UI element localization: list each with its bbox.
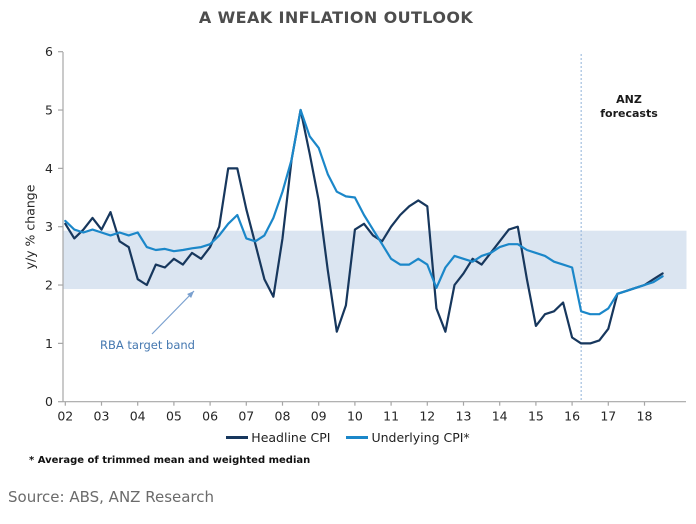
rba-target-band-annotation: RBA target band <box>100 338 195 352</box>
x-tick-label: 18 <box>637 409 653 424</box>
x-tick-label: 07 <box>238 409 254 424</box>
y-tick-label: 5 <box>45 103 53 118</box>
underlying-cpi-swatch <box>346 436 369 439</box>
x-tick-label: 15 <box>528 409 544 424</box>
source-line: Source: ABS, ANZ Research <box>8 488 215 506</box>
x-tick-label: 02 <box>57 409 73 424</box>
y-tick-label: 4 <box>45 161 53 176</box>
y-tick-label: 2 <box>45 278 53 293</box>
anz-forecasts-annotation: ANZ forecasts <box>600 93 658 121</box>
footnote: * Average of trimmed mean and weighted m… <box>29 455 311 466</box>
legend-label-headline-cpi: Headline CPI <box>251 430 331 445</box>
legend-item-underlying-cpi: Underlying CPI* <box>346 430 470 445</box>
x-tick-label: 14 <box>492 409 508 424</box>
y-axis-title: y/y % change <box>22 184 38 270</box>
x-tick-label: 16 <box>564 409 580 424</box>
y-tick-label: 6 <box>45 44 53 59</box>
chart-title: A WEAK INFLATION OUTLOOK <box>198 8 474 27</box>
annotation-arrow-head <box>187 291 194 298</box>
headline-cpi-swatch <box>226 436 249 439</box>
x-tick-label: 04 <box>130 409 146 424</box>
legend-item-headline-cpi: Headline CPI <box>226 430 330 445</box>
headline-cpi-line <box>64 108 664 345</box>
x-tick-label: 10 <box>347 409 363 424</box>
x-tick-label: 08 <box>275 409 291 424</box>
x-tick-label: 09 <box>311 409 327 424</box>
y-tick-label: 0 <box>45 394 53 409</box>
x-tick-label: 05 <box>166 409 182 424</box>
annotation-arrow <box>151 290 195 335</box>
y-tick-label: 1 <box>45 336 53 351</box>
legend-label-underlying-cpi: Underlying CPI* <box>371 430 470 445</box>
x-tick-label: 11 <box>383 409 399 424</box>
x-tick-label: 17 <box>600 409 616 424</box>
y-tick-label: 3 <box>45 219 53 234</box>
x-tick-label: 03 <box>94 409 110 424</box>
x-tick-label: 06 <box>202 409 218 424</box>
rba-target-band-area <box>63 230 687 290</box>
chart-legend: Headline CPI Underlying CPI* <box>0 430 696 445</box>
underlying-cpi-line <box>64 108 664 316</box>
x-tick-label: 13 <box>456 409 472 424</box>
x-tick-label: 12 <box>419 409 435 424</box>
